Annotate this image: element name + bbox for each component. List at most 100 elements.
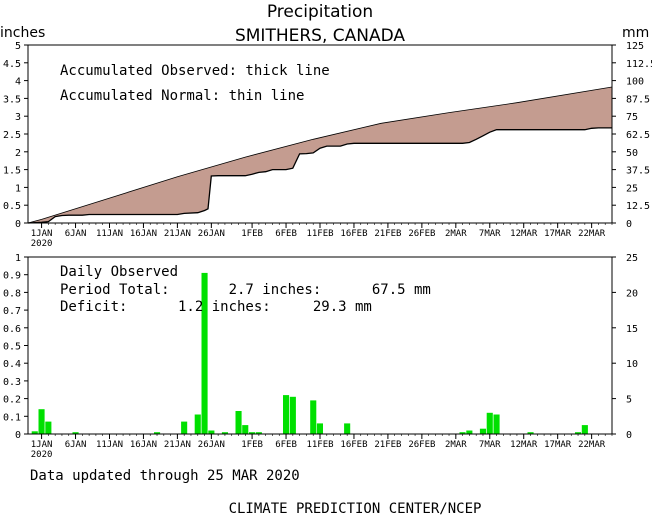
x-tick-label: 21FEB (374, 229, 401, 239)
x-tick-label: 6FEB (275, 229, 297, 239)
y-tick-label: 5 (15, 41, 21, 52)
daily-observed-label: Daily Observed (60, 264, 178, 280)
x-tick-label: 6JAN (65, 229, 87, 239)
y-tick-label: 0 (15, 430, 21, 441)
daily-bar (486, 412, 493, 434)
x-year-label: 2020 (31, 239, 53, 249)
y-right-tick-label: 75 (626, 112, 638, 123)
x-tick-label: 16FEB (340, 440, 367, 450)
daily-bar (221, 432, 228, 434)
daily-bar (255, 432, 262, 434)
daily-bar (581, 425, 588, 434)
x-tick-label: 22MAR (578, 229, 606, 239)
x-tick-label: 16FEB (340, 229, 367, 239)
daily-bar (181, 421, 188, 434)
x-tick-label: 16JAN (130, 229, 157, 239)
chart-title: Precipitation (267, 2, 373, 22)
y-tick-label: 4.5 (3, 59, 21, 70)
daily-bar (344, 423, 351, 434)
daily-bar (316, 423, 323, 434)
x-tick-label: 2MAR (445, 440, 467, 450)
x-tick-label: 22MAR (578, 440, 606, 450)
y-tick-label: 0.8 (3, 288, 21, 299)
y-right-tick-label: 62.5 (626, 130, 650, 141)
y-tick-label: 0.7 (3, 306, 21, 317)
daily-bar (283, 395, 290, 434)
accumulated-precipitation-panel: 00.511.522.533.544.55012.52537.55062.575… (3, 41, 652, 249)
y-tick-label: 1.5 (3, 166, 21, 177)
daily-bar (154, 432, 161, 434)
daily-bar (289, 396, 296, 434)
y-right-tick-label: 12.5 (626, 201, 650, 212)
accumulation-lines (27, 86, 613, 224)
y-tick-label: 4 (15, 77, 21, 88)
daily-bar (208, 430, 215, 434)
y-right-tick-label: 112.5 (626, 59, 652, 70)
x-tick-label: 26JAN (198, 229, 225, 239)
x-tick-label: 21JAN (164, 440, 191, 450)
y-right-tick-label: 37.5 (626, 166, 650, 177)
chart-subtitle: SMITHERS, CANADA (235, 26, 405, 46)
x-tick-label: 1FEB (241, 440, 263, 450)
normal-line (27, 86, 613, 224)
y-right-tick-label: 0 (626, 219, 632, 230)
daily-bar (310, 400, 317, 434)
bottom-axes: 00.10.20.30.40.50.60.70.80.9105101520251… (3, 253, 638, 460)
y-tick-label: 0.5 (3, 201, 21, 212)
daily-bar (459, 432, 466, 434)
y-right-tick-label: 20 (626, 288, 638, 299)
x-tick-label: 11JAN (96, 440, 123, 450)
x-year-label: 2020 (31, 450, 53, 460)
y-tick-label: 0.4 (3, 359, 21, 370)
x-tick-label: 26FEB (408, 229, 435, 239)
left-unit-label: inches (0, 25, 45, 41)
y-right-tick-label: 25 (626, 253, 638, 264)
y-right-tick-label: 15 (626, 324, 638, 335)
x-tick-label: 12MAR (510, 229, 538, 239)
deficit-area-fill (28, 87, 612, 223)
y-right-tick-label: 125 (626, 41, 644, 52)
y-tick-label: 0.9 (3, 271, 21, 282)
y-right-tick-label: 100 (626, 77, 644, 88)
x-tick-label: 1JAN (31, 440, 53, 450)
x-tick-label: 11FEB (306, 229, 333, 239)
deficit-area (28, 87, 612, 223)
y-right-tick-label: 5 (626, 395, 632, 406)
x-tick-label: 17MAR (544, 229, 572, 239)
daily-bar (493, 414, 500, 434)
daily-bar (201, 272, 208, 434)
daily-bar (38, 409, 45, 434)
daily-bars (31, 272, 588, 434)
y-tick-label: 0.1 (3, 412, 21, 423)
daily-bar (235, 411, 242, 434)
x-tick-label: 1FEB (241, 229, 263, 239)
daily-bar (72, 432, 79, 434)
right-unit-label: mm (622, 25, 649, 41)
period-total-label: Period Total: 2.7 inches: 67.5 mm (60, 282, 431, 298)
y-tick-label: 0.3 (3, 377, 21, 388)
daily-bar (479, 428, 486, 434)
daily-bar (194, 414, 201, 434)
deficit-label: Deficit: 1.2 inches: 29.3 mm (60, 299, 372, 315)
y-tick-label: 0.5 (3, 342, 21, 353)
data-updated-text: Data updated through 25 MAR 2020 (30, 468, 300, 484)
x-tick-label: 6FEB (275, 440, 297, 450)
daily-precipitation-panel: 00.10.20.30.40.50.60.70.80.9105101520251… (3, 253, 638, 460)
x-tick-label: 16JAN (130, 440, 157, 450)
x-tick-label: 21FEB (374, 440, 401, 450)
y-tick-label: 0.6 (3, 324, 21, 335)
y-tick-label: 3 (15, 112, 21, 123)
y-tick-label: 0 (15, 219, 21, 230)
x-tick-label: 11JAN (96, 229, 123, 239)
observed-line (27, 127, 612, 224)
daily-bar (242, 425, 249, 434)
x-tick-label: 21JAN (164, 229, 191, 239)
x-tick-label: 7MAR (479, 440, 501, 450)
y-tick-label: 0.2 (3, 395, 21, 406)
y-tick-label: 1 (15, 183, 21, 194)
y-right-tick-label: 50 (626, 148, 638, 159)
top-axes: 00.511.522.533.544.55012.52537.55062.575… (3, 41, 652, 249)
daily-bar (31, 431, 38, 434)
y-tick-label: 2 (15, 148, 21, 159)
